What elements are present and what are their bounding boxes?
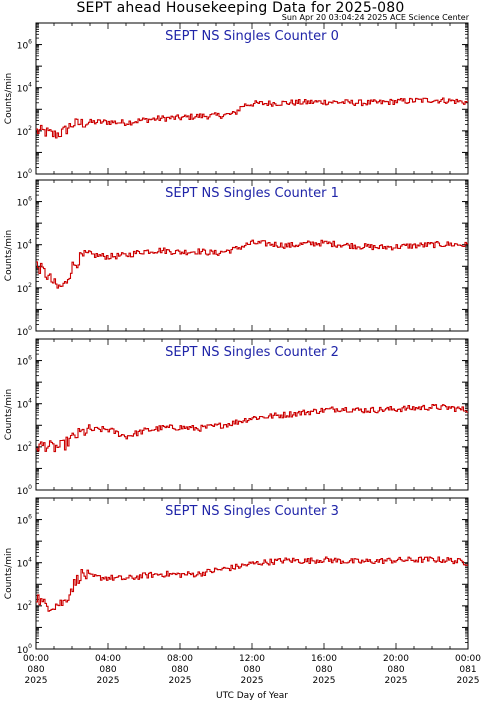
chart-title: SEPT ahead Housekeeping Data for 2025-08… [76,0,405,16]
x-tick-label: 12:00 [239,654,265,664]
series-line [36,556,468,612]
y-tick-label: 102 [17,600,32,613]
panel-title: SEPT NS Singles Counter 1 [165,186,339,201]
y-axis-label: Counts/min [4,389,14,440]
panel-frame [35,338,469,491]
x-tick-label: 081 [459,665,476,675]
x-tick-label: 2025 [457,676,480,686]
series-line [36,239,468,289]
x-tick-label: 08:00 [167,654,193,664]
y-tick-label: 102 [17,282,32,295]
y-tick-label: 104 [17,239,32,252]
x-tick-label: 2025 [25,676,48,686]
x-axis-label: UTC Day of Year [216,691,288,701]
y-tick-label: 104 [17,557,32,570]
x-tick-label: 080 [387,665,404,675]
y-tick-label: 100 [17,643,32,656]
y-tick-label: 106 [17,355,32,368]
x-tick-label: 2025 [97,676,120,686]
y-tick-label: 104 [17,82,32,95]
y-tick-label: 102 [17,125,32,138]
x-tick-label: 20:00 [383,654,409,664]
x-tick-label: 2025 [313,676,336,686]
y-tick-label: 100 [17,325,32,338]
series-line [36,97,468,139]
y-tick-label: 100 [17,484,32,497]
y-axis-label: Counts/min [4,548,14,599]
y-tick-label: 102 [17,441,32,454]
x-tick-label: 080 [99,665,116,675]
y-tick-label: 106 [17,196,32,209]
x-tick-label: 080 [243,665,260,675]
x-tick-label: 080 [315,665,332,675]
y-tick-label: 104 [17,398,32,411]
y-tick-label: 100 [17,168,32,181]
x-tick-label: 080 [171,665,188,675]
panel-title: SEPT NS Singles Counter 3 [165,504,339,519]
panel-title: SEPT NS Singles Counter 0 [165,29,339,44]
x-tick-label: 2025 [385,676,408,686]
panel-title: SEPT NS Singles Counter 2 [165,345,339,360]
timestamp-caption: Sun Apr 20 03:04:24 2025 ACE Science Cen… [281,13,469,22]
x-tick-label: 2025 [241,676,264,686]
y-axis-label: Counts/min [4,73,14,124]
y-tick-label: 106 [17,39,32,52]
x-tick-label: 04:00 [95,654,121,664]
y-axis-label: Counts/min [4,230,14,281]
x-tick-label: 080 [27,665,44,675]
y-tick-label: 106 [17,514,32,527]
x-tick-label: 16:00 [311,654,337,664]
x-tick-label: 00:00 [455,654,481,664]
series-line [36,403,468,453]
panel-frame [35,497,469,650]
x-tick-label: 2025 [169,676,192,686]
x-tick-label: 00:00 [23,654,49,664]
